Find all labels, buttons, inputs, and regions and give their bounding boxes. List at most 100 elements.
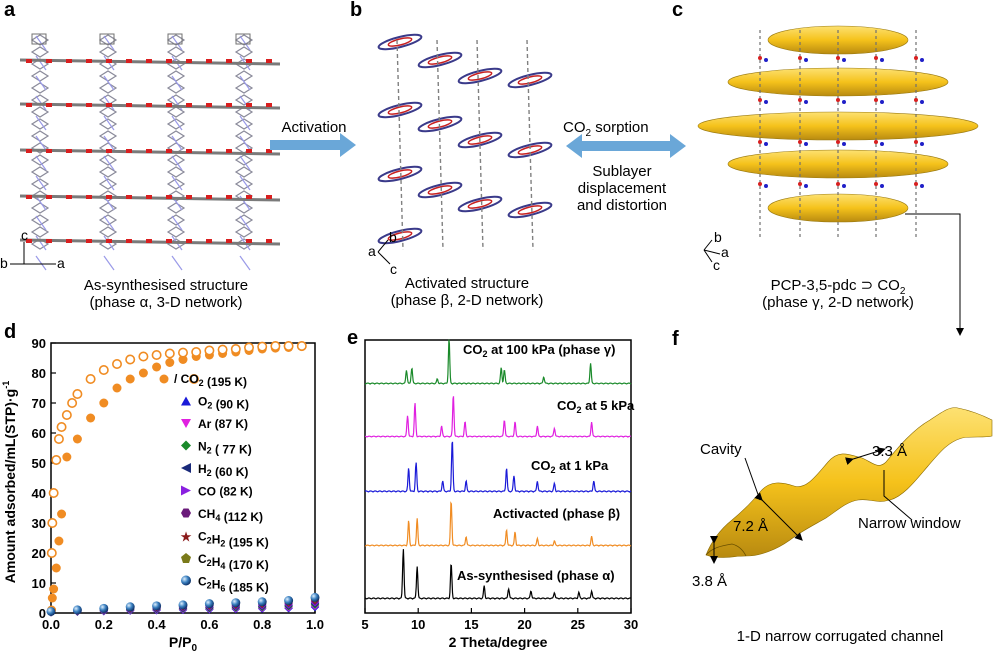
- ligand-ring: [166, 46, 186, 58]
- ligand-bond: [239, 35, 251, 51]
- y-tick-label: 30: [32, 516, 46, 531]
- panel-label-f: f: [672, 328, 679, 350]
- co2-desorption-point: [230, 343, 241, 354]
- co2-desorption-point: [48, 487, 59, 498]
- x-tick-label: 0.6: [200, 617, 218, 632]
- oxygen-atom: [246, 239, 252, 243]
- oxygen-atom: [26, 149, 32, 153]
- ligand-bond: [103, 155, 115, 171]
- ligand-ring: [98, 226, 118, 238]
- channel-caption: 1-D narrow corrugated channel: [737, 628, 944, 645]
- ligand-bond: [239, 75, 251, 91]
- co2-desorption-point: [257, 341, 268, 352]
- oxygen-atom: [874, 56, 878, 60]
- ligand-ring: [166, 178, 186, 190]
- ligand-ring: [30, 130, 50, 142]
- oxygen-atom: [206, 149, 212, 153]
- oxygen-atom: [126, 239, 132, 243]
- metal-center: [387, 105, 413, 115]
- oxygen-atom: [26, 239, 32, 243]
- co2-adsorption-point: [51, 563, 61, 573]
- layer-ring: [507, 71, 553, 89]
- oxygen-atom: [146, 149, 152, 153]
- ligand-ring: [30, 118, 50, 130]
- oxygen-atom: [166, 103, 172, 107]
- axes-indicator-a: [10, 242, 56, 265]
- oxygen-atom: [206, 239, 212, 243]
- pxrd-trace: [364, 396, 632, 438]
- ligand-bond: [35, 215, 47, 231]
- ligand-ring: [234, 34, 254, 46]
- oxygen-atom: [46, 59, 52, 63]
- narrow-window-label: Narrow window: [858, 515, 961, 532]
- legend-marker-filled: [159, 374, 169, 384]
- co2-desorption-point: [138, 351, 149, 362]
- oxygen-atom: [106, 195, 112, 199]
- caption-c-line1: PCP-3,5-pdc ⊃ CO2: [771, 277, 906, 297]
- oxygen-atom: [166, 149, 172, 153]
- ligand-ring: [234, 94, 254, 106]
- oxygen-atom: [266, 59, 272, 63]
- ligand-ring: [30, 46, 50, 58]
- nitrogen-atom: [880, 100, 884, 104]
- ligand-ring: [166, 106, 186, 118]
- layer-ring: [457, 195, 503, 213]
- ligand-ring: [98, 94, 118, 106]
- axis-b-label-b: b: [389, 229, 397, 245]
- oxygen-atom: [166, 239, 172, 243]
- oxygen-atom: [914, 56, 918, 60]
- ligand-ring: [234, 226, 254, 238]
- layer-ring: [377, 165, 423, 183]
- oxygen-atom: [26, 59, 32, 63]
- oxygen-atom: [266, 195, 272, 199]
- axis-c-label-b: c: [390, 261, 397, 277]
- oxygen-atom: [186, 103, 192, 107]
- gas-point: [284, 596, 294, 606]
- sublayer-line2: displacement: [578, 180, 667, 197]
- ligand-bond: [103, 215, 115, 231]
- dim-7-2-label: 7.2 Å: [733, 518, 768, 535]
- x-axis-label: 2 Theta/degree: [449, 634, 548, 650]
- oxygen-atom: [66, 59, 72, 63]
- oxygen-atom: [146, 195, 152, 199]
- y-tick-label: 20: [32, 546, 46, 561]
- metal-center: [467, 71, 493, 81]
- panel-label-e: e: [347, 327, 358, 349]
- co2-adsorption-point: [112, 383, 122, 393]
- ligand-ring: [234, 154, 254, 166]
- nitrogen-atom: [842, 58, 846, 62]
- caption-c-line2: (phase γ, 2-D network): [762, 294, 914, 311]
- ligand-bond: [171, 115, 183, 131]
- ligand-ring: [166, 94, 186, 106]
- oxygen-atom: [836, 98, 840, 102]
- metal-center: [427, 119, 453, 129]
- layer-ring: [457, 67, 503, 85]
- oxygen-atom: [914, 182, 918, 186]
- y-tick-label: 40: [32, 486, 46, 501]
- layer-ring: [377, 33, 423, 51]
- oxygen-atom: [226, 149, 232, 153]
- oxygen-atom: [266, 103, 272, 107]
- oxygen-atom: [166, 195, 172, 199]
- ligand-bond: [239, 155, 251, 171]
- nitrogen-atom: [764, 100, 768, 104]
- ligand-bond: [35, 55, 47, 71]
- oxygen-atom: [246, 59, 252, 63]
- oxygen-atom: [246, 195, 252, 199]
- co2-desorption-point: [296, 340, 307, 351]
- panel-label-a: a: [4, 0, 16, 21]
- gas-point: [99, 603, 109, 613]
- ligand-ring: [98, 34, 118, 46]
- oxygen-atom: [66, 195, 72, 199]
- co2-desorption-point: [217, 344, 228, 355]
- ligand-ring: [166, 154, 186, 166]
- oxygen-atom: [914, 140, 918, 144]
- oxygen-atom: [86, 59, 92, 63]
- dim-3-3-arrow: [844, 447, 886, 466]
- metal-center: [427, 185, 453, 195]
- x-tick-label: 0.2: [95, 617, 113, 632]
- oxygen-atom: [186, 195, 192, 199]
- axis-a-label-a: a: [57, 255, 65, 271]
- legend-marker: [181, 419, 191, 428]
- oxygen-atom: [66, 103, 72, 107]
